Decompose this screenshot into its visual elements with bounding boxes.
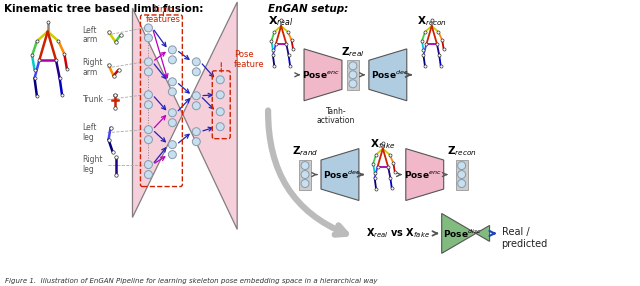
Circle shape	[145, 34, 152, 42]
Circle shape	[301, 170, 309, 178]
Circle shape	[349, 80, 357, 88]
Text: $\mathbf{Z}_{rand}$: $\mathbf{Z}_{rand}$	[292, 145, 318, 158]
Text: $\mathbf{X}_{real}$: $\mathbf{X}_{real}$	[268, 14, 294, 28]
Polygon shape	[321, 149, 359, 200]
Polygon shape	[406, 149, 444, 200]
Text: Right
leg: Right leg	[83, 155, 103, 174]
Polygon shape	[369, 49, 407, 101]
Circle shape	[168, 78, 177, 86]
Text: EnGAN setup:: EnGAN setup:	[268, 4, 348, 14]
Circle shape	[145, 136, 152, 144]
Text: $\mathbf{Z}_{recon}$: $\mathbf{Z}_{recon}$	[447, 145, 476, 158]
Circle shape	[145, 24, 152, 32]
Text: Trunk: Trunk	[83, 95, 104, 104]
Text: Tanh-
activation: Tanh- activation	[317, 107, 355, 126]
Text: $\mathbf{X}_{recon}$: $\mathbf{X}_{recon}$	[417, 14, 447, 28]
Circle shape	[216, 91, 224, 99]
Circle shape	[458, 170, 466, 178]
Polygon shape	[304, 49, 342, 101]
Text: $\mathbf{X}_{fake}$: $\mathbf{X}_{fake}$	[370, 138, 396, 152]
Text: Pose$^{disc}$: Pose$^{disc}$	[444, 227, 482, 240]
Text: Pose$^{dec}$: Pose$^{dec}$	[323, 168, 361, 181]
Circle shape	[349, 71, 357, 79]
Circle shape	[458, 162, 466, 170]
Circle shape	[145, 170, 152, 178]
Text: $\mathbf{Z}_{real}$: $\mathbf{Z}_{real}$	[341, 45, 365, 59]
Text: Right
arm: Right arm	[83, 58, 103, 77]
Circle shape	[193, 102, 200, 110]
Circle shape	[301, 162, 309, 170]
Circle shape	[458, 180, 466, 188]
Circle shape	[145, 126, 152, 134]
Circle shape	[216, 123, 224, 131]
Circle shape	[145, 161, 152, 168]
Circle shape	[216, 108, 224, 116]
Circle shape	[301, 180, 309, 188]
Text: Pose$^{dec}$: Pose$^{dec}$	[371, 69, 408, 81]
Text: Figure 1.  Illustration of EnGAN Pipeline for learning skeleton pose embedding s: Figure 1. Illustration of EnGAN Pipeline…	[4, 278, 378, 284]
Circle shape	[145, 101, 152, 109]
Circle shape	[168, 119, 177, 127]
Circle shape	[145, 68, 152, 76]
FancyBboxPatch shape	[456, 160, 468, 190]
FancyArrowPatch shape	[268, 110, 346, 235]
Circle shape	[168, 141, 177, 149]
Polygon shape	[132, 2, 237, 229]
Text: Kinematic tree based limb fusion:: Kinematic tree based limb fusion:	[4, 4, 203, 14]
FancyBboxPatch shape	[347, 60, 359, 90]
Circle shape	[193, 128, 200, 136]
Circle shape	[193, 92, 200, 100]
Circle shape	[349, 62, 357, 70]
Circle shape	[168, 151, 177, 159]
Text: $\mathbf{X}_{real}$ vs $\mathbf{X}_{fake}$: $\mathbf{X}_{real}$ vs $\mathbf{X}_{fake…	[366, 227, 430, 240]
Text: Real /
predicted: Real / predicted	[502, 227, 548, 249]
Polygon shape	[442, 213, 490, 253]
Circle shape	[168, 109, 177, 117]
Circle shape	[168, 88, 177, 96]
Circle shape	[216, 76, 224, 84]
Circle shape	[193, 58, 200, 66]
Circle shape	[193, 68, 200, 76]
Circle shape	[145, 91, 152, 99]
Text: Limb
features: Limb features	[146, 5, 181, 24]
Text: Left
leg: Left leg	[83, 123, 97, 142]
Text: Left
arm: Left arm	[83, 25, 98, 44]
Text: Pose
feature: Pose feature	[234, 50, 265, 69]
Text: Pose$^{enc}$: Pose$^{enc}$	[404, 169, 442, 180]
Circle shape	[168, 46, 177, 54]
Circle shape	[145, 58, 152, 66]
Circle shape	[193, 138, 200, 146]
Text: Pose$^{enc}$: Pose$^{enc}$	[302, 69, 340, 80]
FancyBboxPatch shape	[299, 160, 311, 190]
Circle shape	[168, 56, 177, 64]
